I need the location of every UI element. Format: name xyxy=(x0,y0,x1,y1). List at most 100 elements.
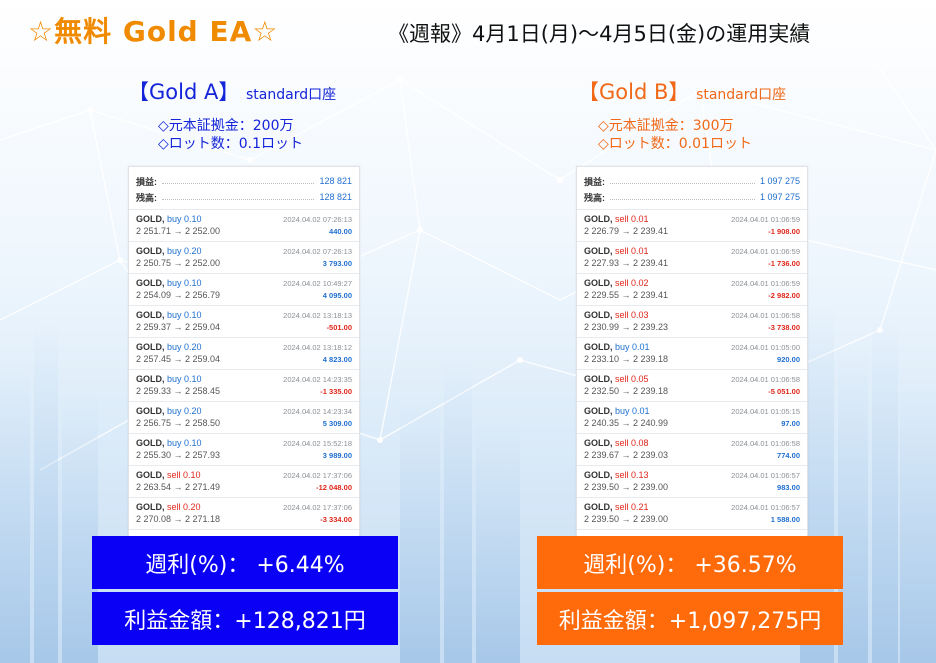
trade-prices: 2 270.08 → 2 271.18 xyxy=(136,514,221,524)
account-b-history-panel: 損益: 1 097 275 残高: 1 097 275 GOLD, sell 0.01 2… xyxy=(576,166,808,540)
trade-side: buy 0.10 xyxy=(167,374,202,384)
trade-symbol: GOLD, xyxy=(584,278,613,288)
trade-symbol-line: GOLD, buy 0.10 xyxy=(136,374,202,384)
trade-symbol: GOLD, xyxy=(136,502,165,512)
trade-symbol-line: GOLD, buy 0.01 xyxy=(584,406,650,416)
trade-row[interactable]: GOLD, sell 0.05 2 232.50 → 2 239.18 2024.0… xyxy=(577,370,807,402)
trade-row[interactable]: GOLD, sell 0.02 2 229.55 → 2 239.41 2024.0… xyxy=(577,274,807,306)
trade-symbol-line: GOLD, buy 0.20 xyxy=(136,246,202,256)
trade-row[interactable]: GOLD, buy 0.20 2 257.45 → 2 259.04 2024.04… xyxy=(129,338,359,370)
trade-symbol: GOLD, xyxy=(584,246,613,256)
trade-profit: 97.00 xyxy=(781,419,800,428)
trade-symbol: GOLD, xyxy=(584,342,613,352)
summary-value: 128 821 xyxy=(319,176,352,186)
summary-value: 128 821 xyxy=(319,192,352,202)
trade-prices: 2 233.10 → 2 239.18 xyxy=(584,354,669,364)
trade-symbol-line: GOLD, sell 0.13 xyxy=(584,470,649,480)
trade-row[interactable]: GOLD, buy 0.10 2 259.37 → 2 259.04 2024.04… xyxy=(129,306,359,338)
trade-profit: -3 334.00 xyxy=(320,515,352,524)
trade-row[interactable]: GOLD, buy 0.10 2 259.33 → 2 258.45 2024.04… xyxy=(129,370,359,402)
trade-row[interactable]: GOLD, sell 0.01 2 227.93 → 2 239.41 2024.0… xyxy=(577,242,807,274)
trade-symbol-line: GOLD, buy 0.10 xyxy=(136,278,202,288)
trade-row[interactable]: GOLD, buy 0.10 2 251.71 → 2 252.00 2024.04… xyxy=(129,210,359,242)
trade-prices: 2 232.50 → 2 239.18 xyxy=(584,386,669,396)
trade-side: sell 0.05 xyxy=(615,374,649,384)
trade-profit: 3 989.00 xyxy=(322,451,352,460)
trade-profit: 983.00 xyxy=(777,483,800,492)
trade-symbol: GOLD, xyxy=(584,406,613,416)
account-a-profit-amount: 利益金額：+128,821円 xyxy=(92,592,398,645)
trade-row[interactable]: GOLD, buy 0.01 2 233.10 → 2 239.18 2024.04… xyxy=(577,338,807,370)
trade-row[interactable]: GOLD, buy 0.10 2 254.09 → 2 256.79 2024.04… xyxy=(129,274,359,306)
trade-prices: 2 239.50 → 2 239.00 xyxy=(584,514,669,524)
account-b-weekly-rate: 週利(%)： +36.57% xyxy=(537,536,843,589)
summary-row: 損益: 1 097 275 xyxy=(584,173,800,189)
trade-row[interactable]: GOLD, sell 0.10 2 263.54 → 2 271.49 2024.0… xyxy=(129,466,359,498)
summary-value: 1 097 275 xyxy=(759,192,800,202)
trade-side: sell 0.02 xyxy=(615,278,649,288)
trade-side: sell 0.10 xyxy=(167,470,201,480)
trade-prices: 2 263.54 → 2 271.49 xyxy=(136,482,221,492)
trade-profit: 4 823.00 xyxy=(322,355,352,364)
trade-row[interactable]: GOLD, buy 0.20 2 250.75 → 2 252.00 2024.04… xyxy=(129,242,359,274)
trade-symbol: GOLD, xyxy=(136,374,165,384)
trade-prices: 2 230.99 → 2 239.23 xyxy=(584,322,669,332)
trade-side: sell 0.08 xyxy=(615,438,649,448)
trade-prices: 2 256.75 → 2 258.50 xyxy=(136,418,221,428)
trade-side: sell 0.01 xyxy=(615,246,649,256)
account-b-capital: ◇元本証拠金：300万 xyxy=(598,118,734,134)
trade-row[interactable]: GOLD, sell 0.21 2 239.50 → 2 239.00 2024.0… xyxy=(577,498,807,530)
trade-row[interactable]: GOLD, sell 0.20 2 270.08 → 2 271.18 2024.0… xyxy=(129,498,359,530)
trade-row[interactable]: GOLD, sell 0.01 2 226.79 → 2 239.41 2024.0… xyxy=(577,210,807,242)
trade-profit: -2 982.00 xyxy=(768,291,800,300)
trade-side: buy 0.20 xyxy=(167,246,202,256)
account-a-info: ◇元本証拠金：200万 ◇ロット数：0.1ロット xyxy=(158,117,303,153)
summary-section: 損益: 128 821 残高: 128 821 xyxy=(129,167,359,210)
trade-date: 2024.04.02 07:26:13 xyxy=(283,215,352,224)
trade-symbol-line: GOLD, sell 0.05 xyxy=(584,374,649,384)
trade-symbol-line: GOLD, buy 0.20 xyxy=(136,406,202,416)
trade-row[interactable]: GOLD, sell 0.08 2 239.67 → 2 239.03 2024.0… xyxy=(577,434,807,466)
trade-row[interactable]: GOLD, sell 0.03 2 230.99 → 2 239.23 2024.0… xyxy=(577,306,807,338)
account-b-type: standard口座 xyxy=(696,87,787,103)
trade-side: buy 0.10 xyxy=(167,278,202,288)
trade-symbol-line: GOLD, buy 0.10 xyxy=(136,310,202,320)
trade-date: 2024.04.02 14:23:34 xyxy=(283,407,352,416)
trade-side: buy 0.10 xyxy=(167,438,202,448)
trade-profit: 3 793.00 xyxy=(322,259,352,268)
account-a-name: 【Gold A】 xyxy=(128,80,240,104)
trade-side: buy 0.01 xyxy=(615,342,650,352)
trade-symbol-line: GOLD, buy 0.01 xyxy=(584,342,650,352)
trade-symbol-line: GOLD, sell 0.01 xyxy=(584,246,649,256)
account-a-title: 【Gold A】 standard口座 xyxy=(128,76,336,106)
trade-symbol-line: GOLD, buy 0.10 xyxy=(136,214,202,224)
trade-date: 2024.04.01 01:06:59 xyxy=(731,279,800,288)
trade-date: 2024.04.01 01:06:59 xyxy=(731,247,800,256)
account-a-history-panel: 損益: 128 821 残高: 128 821 GOLD, buy 0.10 2 251.… xyxy=(128,166,360,540)
trade-profit: 920.00 xyxy=(777,355,800,364)
trade-prices: 2 227.93 → 2 239.41 xyxy=(584,258,669,268)
trade-side: sell 0.01 xyxy=(615,214,649,224)
trade-row[interactable]: GOLD, sell 0.13 2 239.50 → 2 239.00 2024.0… xyxy=(577,466,807,498)
dotted-leader xyxy=(610,182,755,184)
trade-date: 2024.04.02 13:18:13 xyxy=(283,311,352,320)
trade-side: sell 0.13 xyxy=(615,470,649,480)
trade-date: 2024.04.02 17:37:06 xyxy=(283,471,352,480)
trade-date: 2024.04.02 15:52:18 xyxy=(283,439,352,448)
account-b-title: 【Gold B】 standard口座 xyxy=(578,76,786,106)
trade-symbol-line: GOLD, sell 0.03 xyxy=(584,310,649,320)
trade-date: 2024.04.01 01:06:58 xyxy=(731,311,800,320)
account-b-name: 【Gold B】 xyxy=(578,80,690,104)
trade-prices: 2 250.75 → 2 252.00 xyxy=(136,258,221,268)
trade-row[interactable]: GOLD, buy 0.10 2 255.30 → 2 257.93 2024.04… xyxy=(129,434,359,466)
trade-symbol: GOLD, xyxy=(584,374,613,384)
trade-symbol: GOLD, xyxy=(136,438,165,448)
trade-prices: 2 239.50 → 2 239.00 xyxy=(584,482,669,492)
trade-date: 2024.04.02 10:49:27 xyxy=(283,279,352,288)
trade-prices: 2 251.71 → 2 252.00 xyxy=(136,226,221,236)
trade-row[interactable]: GOLD, buy 0.01 2 240.35 → 2 240.99 2024.04… xyxy=(577,402,807,434)
trade-symbol: GOLD, xyxy=(136,470,165,480)
trade-row[interactable]: GOLD, buy 0.20 2 256.75 → 2 258.50 2024.04… xyxy=(129,402,359,434)
trade-symbol: GOLD, xyxy=(136,246,165,256)
trade-symbol-line: GOLD, buy 0.10 xyxy=(136,438,202,448)
